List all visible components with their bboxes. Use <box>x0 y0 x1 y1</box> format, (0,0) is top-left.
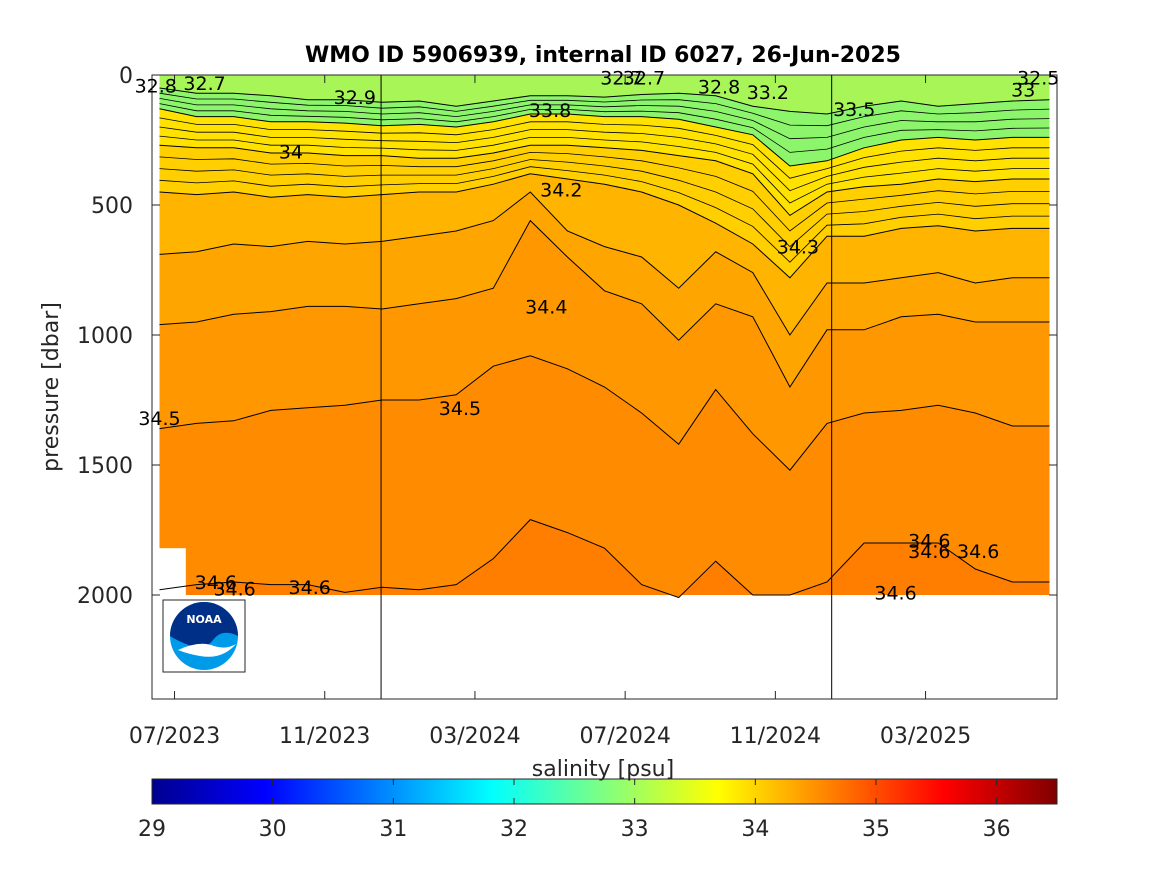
x-tick-label: 03/2024 <box>429 724 520 749</box>
plot-frame <box>151 74 1058 700</box>
year-boundary-lines <box>380 75 833 699</box>
y-axis-title: pressure [dbar] <box>39 302 64 472</box>
y-tick-label: 2000 <box>77 584 133 609</box>
contour-label: 32.8 <box>698 77 740 99</box>
contour-label: 34.6 <box>957 541 999 563</box>
contour-label: 32.7 <box>183 73 225 95</box>
x-tick-label: 07/2023 <box>129 724 220 749</box>
contour-label: 34.2 <box>540 179 582 201</box>
y-tick-label: 500 <box>91 194 133 219</box>
x-tick-label: 07/2024 <box>579 724 670 749</box>
contour-label: 34.6 <box>908 530 950 552</box>
salinity-field <box>159 75 1050 598</box>
contour-minor <box>159 159 1050 248</box>
y-axis: 0 500 1000 1500 2000 <box>77 64 1057 609</box>
salinity-layer-34.5 <box>159 355 1050 595</box>
contour-minor <box>159 126 1050 192</box>
y-tick-label: 1000 <box>77 324 133 349</box>
contour-minor <box>159 92 1050 127</box>
contour-label: 32.8 <box>135 75 177 97</box>
colorbar-tick-label: 30 <box>259 817 287 842</box>
contour-label: 32.7 <box>600 68 642 90</box>
y-tick-label: 1500 <box>77 454 133 479</box>
contour-33.8 <box>159 108 1050 167</box>
colorbar-tick-label: 34 <box>741 817 769 842</box>
colorbar-tick-label: 33 <box>621 817 649 842</box>
contour-minor <box>159 117 1050 179</box>
x-tick-label: 11/2023 <box>279 724 370 749</box>
contour-label: 32.5 <box>1017 68 1059 90</box>
x-tick-label: 03/2025 <box>880 724 971 749</box>
contour-label: 34.5 <box>138 408 180 430</box>
contour-minor <box>159 151 1050 232</box>
contour-label: 34.4 <box>525 296 567 318</box>
contour-34.3 <box>159 191 1050 336</box>
colorbar-tick-label: 32 <box>500 817 528 842</box>
contour-label: 34.6 <box>213 579 255 601</box>
contour-label: 34.6 <box>195 572 237 594</box>
contour-34.5 <box>159 355 1050 471</box>
contour-34.2 <box>159 173 1050 279</box>
contour-34 <box>159 144 1050 217</box>
noaa-logo: NOAA <box>162 599 246 673</box>
colorbar-tick-label: 29 <box>138 817 166 842</box>
contour-label: 33.5 <box>833 99 875 121</box>
contour-lines <box>159 87 1050 599</box>
contour-label: 33 <box>1011 79 1035 101</box>
colorbar-ticks: 29 30 31 32 33 34 35 36 <box>138 779 1011 842</box>
x-tick-label: 11/2024 <box>730 724 821 749</box>
contour-label: 32.7 <box>623 68 665 90</box>
contour-33.1 <box>159 87 1050 115</box>
contour-label: 34.6 <box>874 582 916 604</box>
contour-label: 34.5 <box>439 398 481 420</box>
contour-34.4 <box>159 219 1050 388</box>
colorbar <box>151 778 1058 805</box>
contour-minor <box>159 135 1050 204</box>
salinity-layer-34.6 <box>159 519 1050 598</box>
contour-minor <box>159 166 1050 263</box>
contour-minor <box>159 103 1050 153</box>
contour-label: 34.6 <box>908 541 950 563</box>
contour-label: 33.8 <box>529 100 571 122</box>
colorbar-tick-label: 36 <box>983 817 1011 842</box>
contour-34.6 <box>159 519 1050 599</box>
contour-label: 34.3 <box>777 237 819 259</box>
contour-label: 34 <box>279 142 303 164</box>
contour-label: 34.6 <box>289 577 331 599</box>
noaa-logo-text: NOAA <box>186 613 222 626</box>
contour-labels: 32.8 32.732.932.732.7 32.8 33.2 3333.532.533… <box>135 68 1060 605</box>
contour-label: 32.9 <box>334 87 376 109</box>
colorbar-tick-label: 35 <box>862 817 890 842</box>
colorbar-tick-label: 31 <box>379 817 407 842</box>
x-axis: 07/2023 11/2023 03/2024 07/2024 11/2024 03/20… <box>129 75 971 749</box>
colorbar-title: salinity [psu] <box>532 757 674 782</box>
contour-label: 33.2 <box>747 82 789 104</box>
y-tick-label: 0 <box>119 64 133 89</box>
contour-minor <box>159 98 1050 140</box>
chart-title: WMO ID 5906939, internal ID 6027, 26-Jun… <box>305 43 901 68</box>
